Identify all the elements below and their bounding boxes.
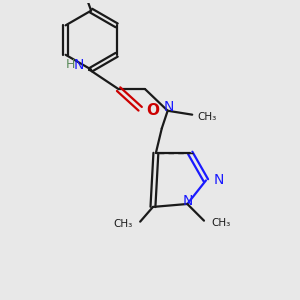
Text: CH₃: CH₃ (113, 218, 132, 229)
Text: N: N (164, 100, 174, 114)
Text: CH₃: CH₃ (197, 112, 216, 122)
Text: CH₃: CH₃ (212, 218, 231, 227)
Text: O: O (146, 103, 159, 118)
Text: N: N (214, 173, 224, 188)
Text: N: N (183, 194, 194, 208)
Text: H: H (66, 58, 75, 71)
Text: N: N (74, 58, 84, 73)
